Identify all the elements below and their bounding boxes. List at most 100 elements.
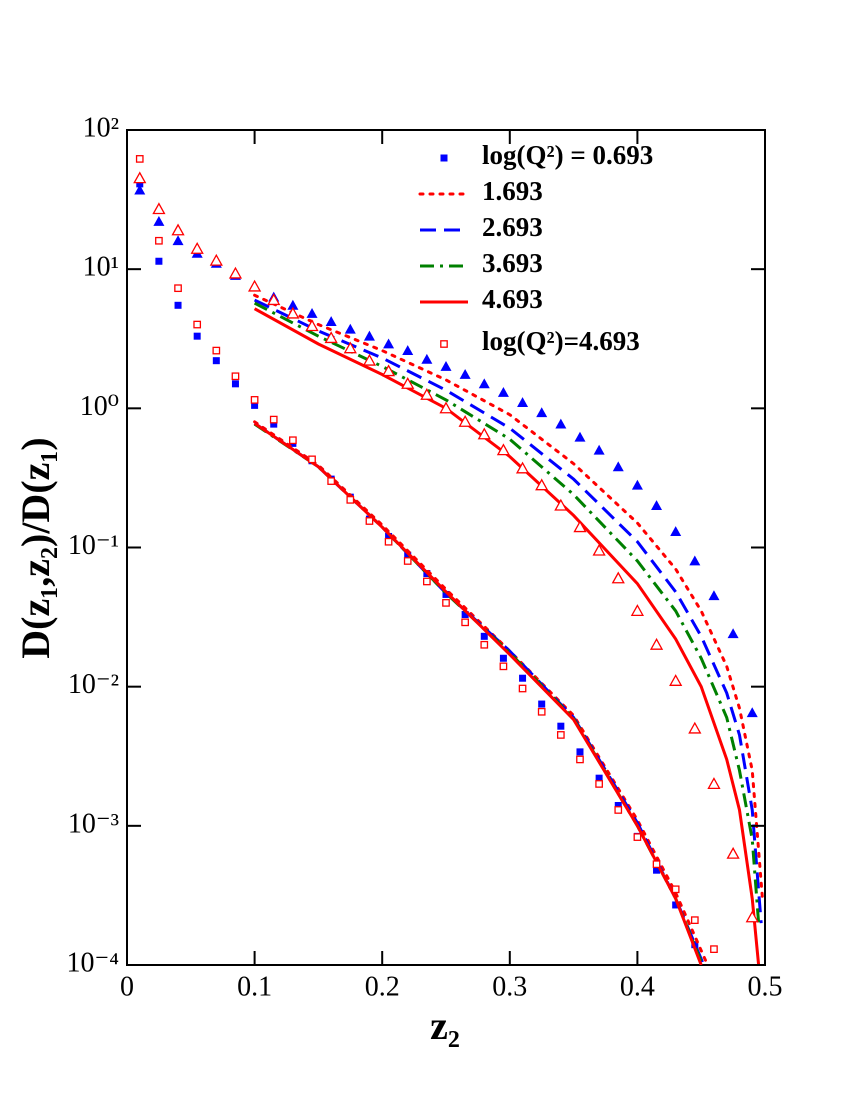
y-tick-label: 10⁻⁴ xyxy=(66,947,119,978)
plot-area xyxy=(133,155,764,965)
marker xyxy=(669,674,683,686)
marker xyxy=(343,341,357,354)
marker xyxy=(134,184,146,195)
marker xyxy=(324,331,338,344)
marker xyxy=(153,216,165,226)
marker xyxy=(536,407,548,418)
marker xyxy=(306,308,318,318)
marker xyxy=(174,284,182,293)
marker xyxy=(707,777,721,789)
marker xyxy=(228,266,243,279)
marker xyxy=(614,806,623,814)
series-line xyxy=(253,298,763,924)
marker xyxy=(269,415,278,424)
marker xyxy=(458,414,472,427)
marker xyxy=(480,640,489,649)
series-line xyxy=(253,293,764,901)
x-tick-label: 0.3 xyxy=(492,971,527,1002)
marker xyxy=(346,495,355,504)
marker xyxy=(403,557,412,565)
marker xyxy=(653,866,661,874)
marker xyxy=(362,353,377,366)
y-tick-label: 10¹ xyxy=(83,252,119,283)
marker xyxy=(497,386,509,397)
marker xyxy=(595,774,603,782)
legend-label: 4.693 xyxy=(482,284,543,314)
marker xyxy=(630,604,645,617)
marker xyxy=(670,526,682,537)
marker xyxy=(690,916,699,925)
marker xyxy=(212,346,221,355)
marker xyxy=(251,401,259,409)
marker xyxy=(745,910,759,923)
marker xyxy=(515,461,530,474)
marker xyxy=(649,637,664,650)
marker xyxy=(420,388,434,400)
marker xyxy=(574,431,586,442)
marker xyxy=(383,338,395,349)
x-tick-label: 0 xyxy=(120,971,134,1002)
x-tick-label: 0.1 xyxy=(237,971,272,1002)
marker xyxy=(478,378,490,389)
marker xyxy=(726,846,740,859)
marker xyxy=(440,340,448,348)
marker xyxy=(231,372,240,381)
marker xyxy=(518,684,527,693)
marker xyxy=(459,369,471,379)
marker xyxy=(365,517,374,525)
y-tick-label: 10⁻¹ xyxy=(68,530,119,561)
marker xyxy=(595,780,603,788)
marker xyxy=(344,323,356,334)
marker xyxy=(517,397,529,407)
marker xyxy=(689,555,701,566)
x-tick-label: 0.4 xyxy=(620,971,655,1002)
marker xyxy=(556,731,565,739)
marker xyxy=(614,801,622,809)
marker xyxy=(287,299,299,310)
marker xyxy=(136,180,144,188)
y-tick-label: 10² xyxy=(83,112,119,143)
legend-label: 3.693 xyxy=(482,248,543,278)
marker xyxy=(325,316,337,326)
marker xyxy=(557,722,565,730)
y-tick-label: 10⁰ xyxy=(80,391,119,422)
marker xyxy=(193,332,201,340)
marker xyxy=(535,478,549,491)
marker xyxy=(247,279,262,292)
marker xyxy=(174,301,182,309)
legend: log(Q²) = 0.693 1.693 2.693 3.693 4.693 log(Q… xyxy=(418,140,653,356)
series-line xyxy=(253,301,761,924)
marker xyxy=(305,319,319,332)
series-line xyxy=(253,422,703,965)
marker xyxy=(477,427,491,440)
plot-frame xyxy=(126,129,766,966)
marker xyxy=(155,257,163,265)
marker xyxy=(363,330,375,341)
marker xyxy=(688,721,702,734)
marker xyxy=(133,171,147,184)
marker xyxy=(611,571,625,584)
marker xyxy=(286,306,300,319)
marker xyxy=(171,223,185,236)
marker xyxy=(727,628,739,639)
marker xyxy=(633,833,642,841)
marker xyxy=(172,235,184,246)
marker xyxy=(519,674,527,682)
marker xyxy=(652,860,661,869)
marker xyxy=(461,611,469,619)
x-axis-label: z₂ xyxy=(430,1003,460,1048)
marker xyxy=(496,443,511,456)
marker xyxy=(746,707,758,718)
marker xyxy=(270,420,278,428)
marker xyxy=(461,618,469,627)
marker xyxy=(573,520,587,533)
marker xyxy=(439,401,453,414)
marker xyxy=(152,202,166,215)
marker xyxy=(671,885,680,894)
marker xyxy=(592,543,606,556)
marker xyxy=(155,236,163,245)
marker xyxy=(209,253,223,266)
marker xyxy=(384,537,393,546)
marker xyxy=(401,376,415,389)
